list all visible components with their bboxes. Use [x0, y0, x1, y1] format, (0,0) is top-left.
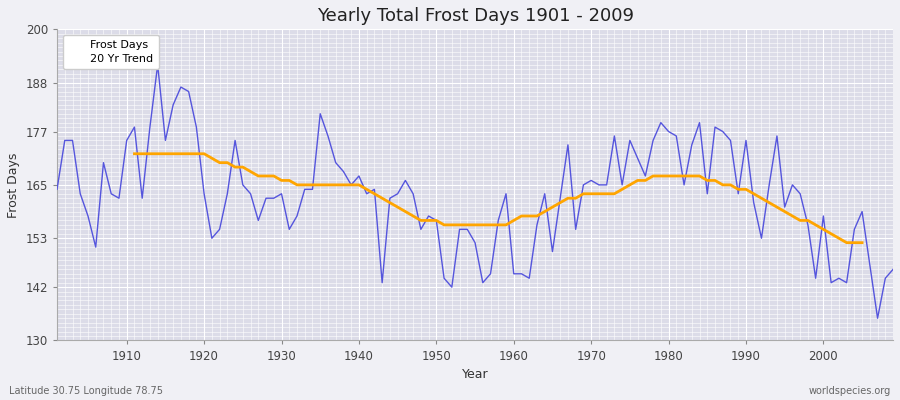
Legend: Frost Days, 20 Yr Trend: Frost Days, 20 Yr Trend [63, 35, 159, 70]
20 Yr Trend [842, 240, 852, 245]
Frost Days [516, 271, 526, 276]
Frost Days [609, 134, 620, 138]
Frost Days [152, 62, 163, 67]
Y-axis label: Frost Days: Frost Days [7, 152, 20, 218]
X-axis label: Year: Year [462, 368, 489, 381]
20 Yr Trend [625, 182, 635, 187]
Frost Days [887, 267, 898, 272]
20 Yr Trend [640, 178, 651, 183]
20 Yr Trend [160, 151, 171, 156]
20 Yr Trend [663, 174, 674, 178]
Frost Days [508, 271, 519, 276]
Frost Days [292, 214, 302, 218]
Line: 20 Yr Trend: 20 Yr Trend [134, 154, 862, 243]
20 Yr Trend [670, 174, 681, 178]
Frost Days [51, 187, 62, 192]
20 Yr Trend [857, 240, 868, 245]
Line: Frost Days: Frost Days [57, 65, 893, 318]
20 Yr Trend [261, 174, 272, 178]
Frost Days [338, 169, 349, 174]
Title: Yearly Total Frost Days 1901 - 2009: Yearly Total Frost Days 1901 - 2009 [317, 7, 634, 25]
Frost Days [113, 196, 124, 201]
Text: worldspecies.org: worldspecies.org [809, 386, 891, 396]
20 Yr Trend [129, 151, 140, 156]
Frost Days [872, 316, 883, 321]
Text: Latitude 30.75 Longitude 78.75: Latitude 30.75 Longitude 78.75 [9, 386, 163, 396]
